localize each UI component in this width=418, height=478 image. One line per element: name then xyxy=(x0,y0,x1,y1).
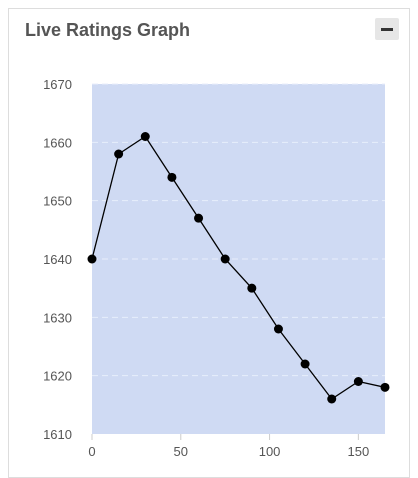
series-line xyxy=(91,135,386,400)
data-point xyxy=(220,254,230,264)
minus-icon xyxy=(381,28,393,31)
panel-header: Live Ratings Graph xyxy=(9,9,409,55)
data-point xyxy=(300,359,310,369)
y-tick-label: 1670 xyxy=(43,77,72,92)
y-tick-label: 1640 xyxy=(43,252,72,267)
x-tick-label: 50 xyxy=(174,444,188,459)
gridlines xyxy=(92,83,385,377)
data-point xyxy=(327,394,337,404)
y-tick-label: 1620 xyxy=(43,369,72,384)
x-axis: 0 50 100 150 xyxy=(88,434,369,459)
x-tick-label: 0 xyxy=(88,444,95,459)
data-point xyxy=(167,172,177,182)
data-point xyxy=(194,213,204,223)
data-point xyxy=(247,283,257,293)
panel-title: Live Ratings Graph xyxy=(25,20,191,40)
data-point xyxy=(140,132,150,141)
data-point xyxy=(273,324,283,334)
ratings-chart: 0 50 100 150 1610 1620 1630 1640 1650 1660 1670 xyxy=(43,77,390,459)
y-tick-label: 1610 xyxy=(43,427,72,442)
data-point xyxy=(114,149,124,159)
y-tick-label: 1660 xyxy=(43,135,72,150)
series-points xyxy=(87,132,390,404)
y-axis: 1610 1620 1630 1640 1650 1660 1670 xyxy=(43,77,72,442)
y-tick-label: 1650 xyxy=(43,194,72,209)
data-point xyxy=(87,254,97,264)
x-tick-label: 150 xyxy=(348,444,370,459)
data-point xyxy=(380,382,390,392)
collapse-button[interactable] xyxy=(375,18,399,40)
data-point xyxy=(353,377,363,386)
x-tick-label: 100 xyxy=(259,444,281,459)
y-tick-label: 1630 xyxy=(43,310,72,325)
